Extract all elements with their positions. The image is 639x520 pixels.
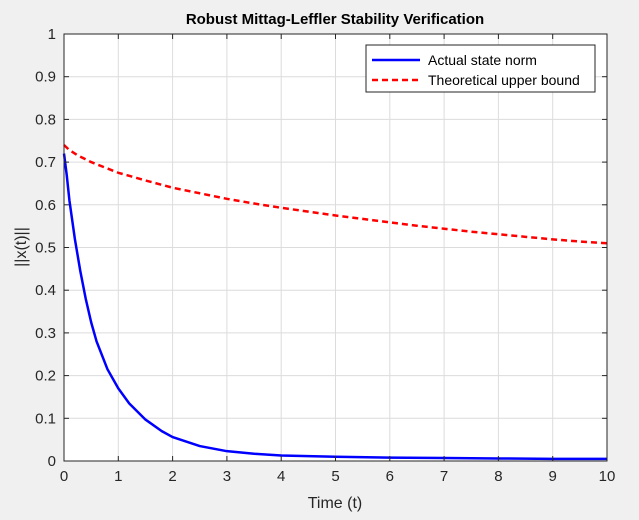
axis-ticks: 0 1 2 3 4 5 6 7 8 9 10 0 0.1 0.2 0.3 0.4 0.5 0.6 0.7 0.8 0.9… bbox=[35, 26, 615, 485]
y-tick-label: 0.6 bbox=[35, 197, 56, 214]
x-tick-label: 3 bbox=[223, 468, 231, 485]
legend: Actual state norm Theoretical upper bound bbox=[365, 44, 596, 93]
x-tick-label: 4 bbox=[277, 468, 285, 485]
x-tick-label: 6 bbox=[386, 468, 394, 485]
x-tick-label: 0 bbox=[60, 468, 68, 485]
y-tick-label: 1 bbox=[48, 26, 56, 43]
y-axis-label: ||x(t)|| bbox=[13, 227, 30, 267]
legend-box bbox=[365, 44, 596, 93]
x-axis-label: Time (t) bbox=[308, 495, 363, 512]
y-tick-label: 0.2 bbox=[35, 368, 56, 385]
legend-label-1: Theoretical upper bound bbox=[428, 72, 580, 88]
y-tick-label: 0.8 bbox=[35, 111, 56, 128]
x-tick-label: 9 bbox=[549, 468, 557, 485]
series-group bbox=[62, 144, 608, 461]
chart-title: Robust Mittag-Leffler Stability Verifica… bbox=[186, 11, 484, 28]
y-tick-label: 0.5 bbox=[35, 240, 56, 257]
x-tick-label: 5 bbox=[331, 468, 339, 485]
x-tick-label: 10 bbox=[599, 468, 616, 485]
y-tick-label: 0.4 bbox=[35, 282, 56, 299]
y-tick-label: 0.3 bbox=[35, 325, 56, 342]
y-tick-label: 0.7 bbox=[35, 154, 56, 171]
legend-label-0: Actual state norm bbox=[428, 52, 537, 68]
x-tick-label: 8 bbox=[494, 468, 502, 485]
series-line-1 bbox=[63, 144, 608, 245]
x-tick-label: 2 bbox=[168, 468, 176, 485]
y-tick-label: 0.1 bbox=[35, 410, 56, 427]
y-tick-label: 0.9 bbox=[35, 69, 56, 86]
x-tick-label: 7 bbox=[440, 468, 448, 485]
series-line-0 bbox=[62, 153, 607, 461]
y-tick-label: 0 bbox=[48, 453, 56, 470]
x-tick-label: 1 bbox=[114, 468, 122, 485]
